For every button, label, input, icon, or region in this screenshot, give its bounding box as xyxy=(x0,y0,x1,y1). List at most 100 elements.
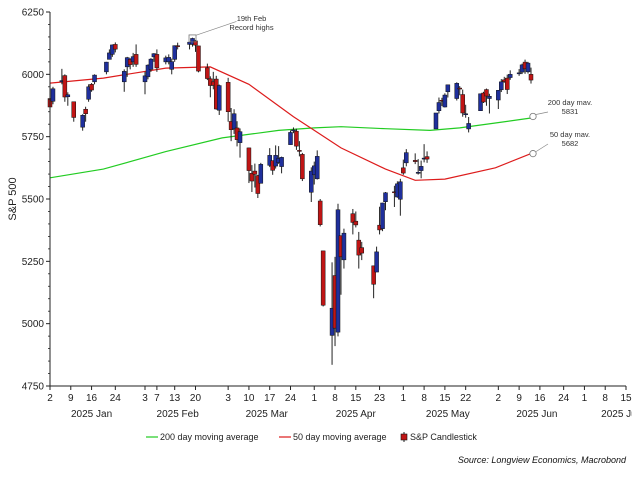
ma-end-marker xyxy=(529,150,537,158)
x-tick-label: 16 xyxy=(86,393,98,404)
candle xyxy=(225,77,231,122)
candle-body xyxy=(113,44,118,50)
candle xyxy=(83,106,88,122)
candle xyxy=(297,141,302,157)
candle-body xyxy=(415,172,421,174)
candle xyxy=(460,89,465,117)
candle-body xyxy=(133,54,139,65)
annotation-leader xyxy=(535,111,549,115)
candle xyxy=(528,67,534,84)
record-high-marker xyxy=(188,34,197,43)
candle-body xyxy=(279,157,284,167)
candle-body xyxy=(231,113,237,130)
candle xyxy=(415,159,421,175)
x-tick-label: 9 xyxy=(516,393,522,404)
candle-body xyxy=(142,75,148,83)
candle xyxy=(404,149,409,167)
candle xyxy=(442,93,448,108)
candle xyxy=(113,42,118,53)
x-tick-label: 2 xyxy=(47,393,53,404)
ma50-line xyxy=(49,66,532,181)
candle-body xyxy=(487,96,492,99)
x-tick-label: 24 xyxy=(558,393,570,404)
candle xyxy=(291,127,296,134)
candle xyxy=(50,86,56,105)
candle-body xyxy=(442,94,448,108)
candle-body xyxy=(398,181,403,200)
candle-body xyxy=(225,82,231,112)
x-tick-label: 8 xyxy=(602,393,608,404)
candle xyxy=(216,84,222,115)
candle-body xyxy=(104,61,109,73)
candle xyxy=(89,83,94,92)
candle xyxy=(454,82,460,101)
candle-body xyxy=(258,164,264,184)
x-tick-label: 9 xyxy=(68,393,74,404)
candle-body xyxy=(433,112,439,130)
candle xyxy=(466,116,471,133)
candle-body xyxy=(121,71,127,83)
candle xyxy=(71,101,77,122)
x-tick-label: 20 xyxy=(190,393,202,404)
x-tick-label: 15 xyxy=(620,393,632,404)
x-tick-label: 1 xyxy=(582,393,588,404)
x-month-label: 2025 May xyxy=(426,409,470,420)
x-tick-label: 13 xyxy=(169,393,181,404)
candle xyxy=(205,63,210,81)
candle xyxy=(317,199,323,227)
candle-body xyxy=(418,166,424,171)
candle xyxy=(255,174,261,199)
candles xyxy=(47,37,534,365)
candle-body xyxy=(65,94,71,98)
candle-body xyxy=(457,87,462,90)
candle xyxy=(424,151,430,163)
annotation-text: Record highs xyxy=(229,23,273,32)
candle-body xyxy=(528,74,534,81)
candle xyxy=(133,44,139,67)
x-tick-label: 7 xyxy=(154,393,160,404)
candle xyxy=(279,156,284,174)
candle xyxy=(504,74,510,95)
annotation-text: 19th Feb xyxy=(237,14,267,23)
legend-ma200-label: 200 day moving average xyxy=(160,432,259,442)
x-tick-label: 24 xyxy=(110,393,122,404)
candle-body xyxy=(309,170,314,193)
candle-body xyxy=(463,113,468,115)
candle xyxy=(258,162,264,184)
candle-body xyxy=(205,67,210,79)
source-note: Source: Longview Economics, Macrobond xyxy=(458,455,627,465)
candle-body xyxy=(335,209,341,333)
candle xyxy=(107,49,112,60)
candle xyxy=(246,147,252,184)
candle-body xyxy=(249,173,255,182)
candle-body xyxy=(383,192,388,202)
legend: 200 day moving average 50 day moving ave… xyxy=(146,432,477,442)
legend-candle-swatch xyxy=(400,432,408,442)
candle xyxy=(401,159,406,175)
candle-body xyxy=(71,101,77,118)
candle-body xyxy=(401,167,406,174)
candle xyxy=(499,79,504,93)
ma200-line xyxy=(49,117,532,179)
candle xyxy=(294,128,299,150)
candle-body xyxy=(294,130,299,147)
candle-body xyxy=(291,129,296,132)
legend-ma50-label: 50 day moving average xyxy=(293,432,387,442)
candle-body xyxy=(252,170,258,175)
candle-body xyxy=(86,86,91,100)
x-tick-label: 8 xyxy=(332,393,338,404)
x-tick-label: 24 xyxy=(285,393,297,404)
candle xyxy=(463,104,468,118)
x-tick-label: 1 xyxy=(311,393,317,404)
moving-average-lines xyxy=(49,66,532,181)
candle-body xyxy=(350,213,356,223)
axes: 4750 5000 5250 5500 5750 6000 6250 S&P 500 2 9 16 2… xyxy=(7,8,632,421)
y-tick-label: 5500 xyxy=(22,195,45,206)
x-tick-label: 15 xyxy=(439,393,451,404)
candle xyxy=(145,64,151,80)
candle-body xyxy=(404,152,409,164)
candle xyxy=(142,71,148,95)
candle xyxy=(288,130,293,145)
